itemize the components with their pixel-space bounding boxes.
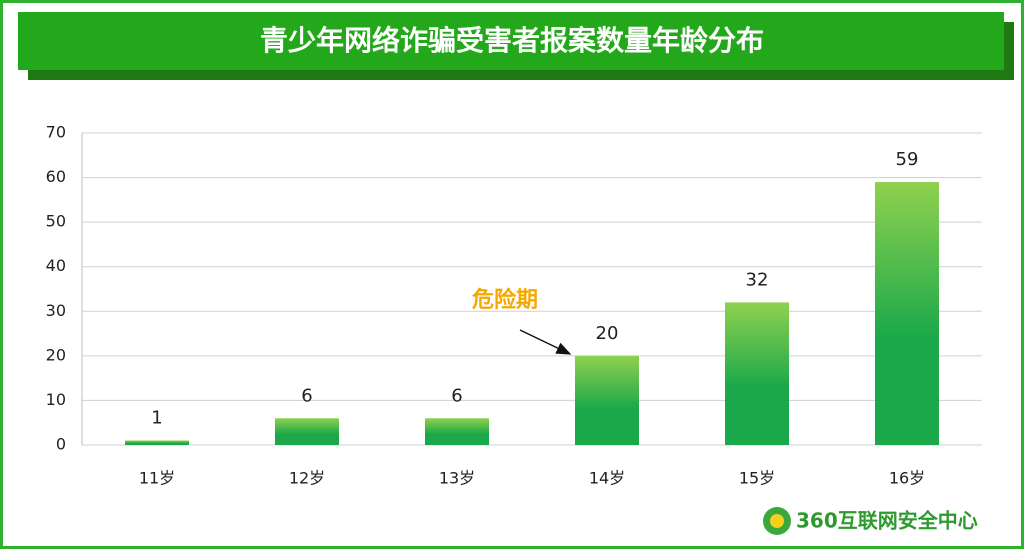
y-tick-label: 40 — [46, 256, 66, 275]
annotation: 危险期 — [472, 287, 538, 313]
logo-icon-inner — [770, 514, 784, 528]
logo-text: 360互联网安全中心 — [796, 509, 978, 533]
bar — [575, 355, 639, 445]
value-label: 6 — [301, 385, 312, 406]
bar — [275, 418, 339, 445]
x-tick-label: 12岁 — [289, 469, 325, 488]
title-banner — [18, 12, 1004, 70]
value-label: 6 — [451, 385, 462, 406]
x-tick-label: 15岁 — [739, 469, 775, 488]
bar — [725, 302, 789, 445]
value-label: 59 — [896, 149, 919, 170]
annotation-arrow — [519, 329, 572, 355]
y-tick-label: 0 — [56, 435, 66, 454]
x-tick-label: 13岁 — [439, 469, 475, 488]
x-tick-label: 14岁 — [589, 469, 625, 488]
x-tick-label: 11岁 — [139, 469, 175, 488]
bar — [875, 182, 939, 445]
value-label: 20 — [596, 323, 619, 344]
y-tick-label: 30 — [46, 301, 66, 320]
chart-title: 青少年网络诈骗受害者报案数量年龄分布 — [260, 24, 764, 57]
y-tick-label: 20 — [46, 345, 66, 364]
y-tick-label: 50 — [46, 212, 66, 231]
y-tick-label: 60 — [46, 167, 66, 186]
value-label: 32 — [746, 269, 769, 290]
x-tick-label: 16岁 — [889, 469, 925, 488]
y-tick-label: 70 — [46, 123, 66, 142]
y-tick-label: 10 — [46, 390, 66, 409]
logo: 360互联网安全中心 — [763, 507, 978, 535]
bar — [125, 440, 189, 445]
bar — [425, 418, 489, 445]
value-label: 1 — [151, 408, 162, 429]
